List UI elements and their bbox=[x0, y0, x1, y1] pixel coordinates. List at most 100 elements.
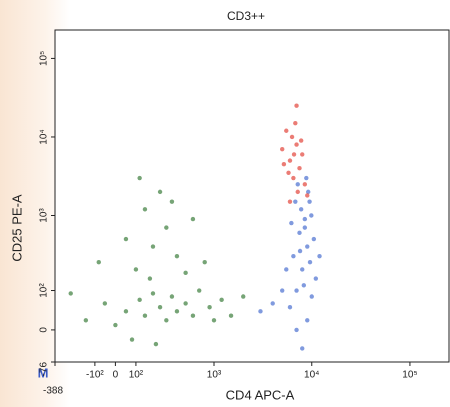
data-point bbox=[183, 270, 188, 276]
y-tick-label: -76 bbox=[39, 362, 50, 377]
data-point bbox=[305, 193, 310, 198]
data-point bbox=[305, 244, 310, 249]
data-point bbox=[113, 322, 118, 328]
data-point bbox=[142, 207, 148, 212]
data-point bbox=[83, 318, 89, 323]
data-point bbox=[157, 305, 163, 310]
data-point bbox=[293, 199, 298, 204]
data-point bbox=[102, 301, 108, 306]
data-point bbox=[157, 189, 163, 195]
x-tick-label: 10⁵ bbox=[402, 370, 417, 381]
data-point bbox=[297, 166, 302, 171]
data-point bbox=[207, 305, 212, 310]
data-point bbox=[287, 158, 293, 163]
y-tick-label: 10² bbox=[39, 283, 50, 298]
data-point bbox=[302, 182, 308, 187]
data-point bbox=[150, 291, 156, 296]
data-point bbox=[311, 236, 317, 242]
data-point bbox=[137, 297, 142, 303]
data-point bbox=[302, 225, 308, 230]
data-point bbox=[297, 248, 303, 254]
y-axis-label: CD25 PE-A bbox=[9, 194, 24, 262]
data-point bbox=[305, 318, 310, 323]
data-point bbox=[295, 182, 300, 187]
data-point bbox=[287, 305, 293, 310]
data-point bbox=[129, 337, 135, 342]
data-point bbox=[280, 146, 285, 152]
data-point bbox=[190, 216, 196, 222]
data-point bbox=[197, 288, 202, 293]
data-point bbox=[302, 216, 308, 222]
data-point bbox=[286, 170, 291, 175]
data-point bbox=[133, 267, 139, 272]
chart-title: CD3++ bbox=[227, 9, 265, 23]
data-point bbox=[270, 301, 275, 306]
y-tick-label: 10⁵ bbox=[39, 51, 50, 66]
data-point bbox=[123, 309, 129, 314]
data-point bbox=[295, 189, 300, 195]
data-point bbox=[294, 142, 299, 147]
data-point bbox=[291, 175, 296, 181]
data-point bbox=[174, 253, 180, 259]
data-point bbox=[284, 267, 289, 272]
data-point bbox=[298, 138, 304, 143]
y-tick-label: 0 bbox=[39, 327, 50, 333]
data-point bbox=[164, 225, 169, 230]
data-point bbox=[300, 346, 305, 351]
data-point bbox=[298, 207, 304, 212]
data-point bbox=[289, 134, 295, 140]
data-point bbox=[294, 327, 299, 333]
data-point bbox=[241, 294, 246, 299]
x-tick-label: 10² bbox=[129, 370, 144, 381]
data-point bbox=[190, 313, 196, 318]
x-axis-label: CD4 APC-A bbox=[226, 387, 295, 402]
data-point bbox=[287, 199, 293, 204]
data-point bbox=[307, 259, 313, 265]
data-point bbox=[293, 120, 298, 126]
data-point bbox=[164, 318, 169, 323]
x-tick-label: 10³ bbox=[207, 370, 222, 381]
data-point bbox=[307, 199, 312, 204]
data-point bbox=[306, 189, 311, 195]
data-point bbox=[301, 283, 307, 288]
x-tick-label: 10⁴ bbox=[304, 370, 319, 381]
x-tick-label: 0 bbox=[113, 370, 119, 381]
data-point bbox=[147, 276, 153, 281]
data-point bbox=[291, 152, 297, 157]
data-point bbox=[304, 175, 309, 181]
data-point bbox=[281, 162, 287, 167]
x-tick-label: -388 bbox=[43, 386, 63, 397]
data-point bbox=[258, 309, 263, 314]
corner-label: M bbox=[38, 365, 49, 380]
data-point bbox=[289, 220, 294, 226]
data-point bbox=[68, 291, 73, 296]
data-point bbox=[284, 128, 289, 133]
data-point bbox=[317, 253, 322, 259]
data-point bbox=[219, 297, 224, 303]
data-point bbox=[294, 288, 299, 293]
data-point bbox=[142, 313, 148, 318]
data-point bbox=[291, 253, 296, 259]
data-point bbox=[300, 267, 305, 272]
data-point bbox=[228, 313, 234, 318]
data-point bbox=[150, 244, 156, 249]
data-point bbox=[294, 103, 299, 108]
x-tick-label: -10² bbox=[86, 370, 104, 381]
data-point bbox=[183, 301, 188, 306]
data-point bbox=[174, 309, 180, 314]
data-point bbox=[300, 152, 305, 157]
data-point bbox=[280, 288, 285, 293]
data-point bbox=[297, 230, 302, 236]
data-point bbox=[309, 213, 314, 218]
data-point bbox=[169, 294, 175, 299]
data-point bbox=[137, 175, 142, 181]
data-point bbox=[202, 259, 207, 265]
data-point bbox=[123, 236, 129, 242]
data-point bbox=[313, 276, 319, 281]
data-point bbox=[211, 318, 217, 323]
y-tick-label: 10⁴ bbox=[39, 129, 50, 144]
y-tick-label: 10³ bbox=[39, 208, 50, 223]
data-point bbox=[153, 341, 159, 347]
